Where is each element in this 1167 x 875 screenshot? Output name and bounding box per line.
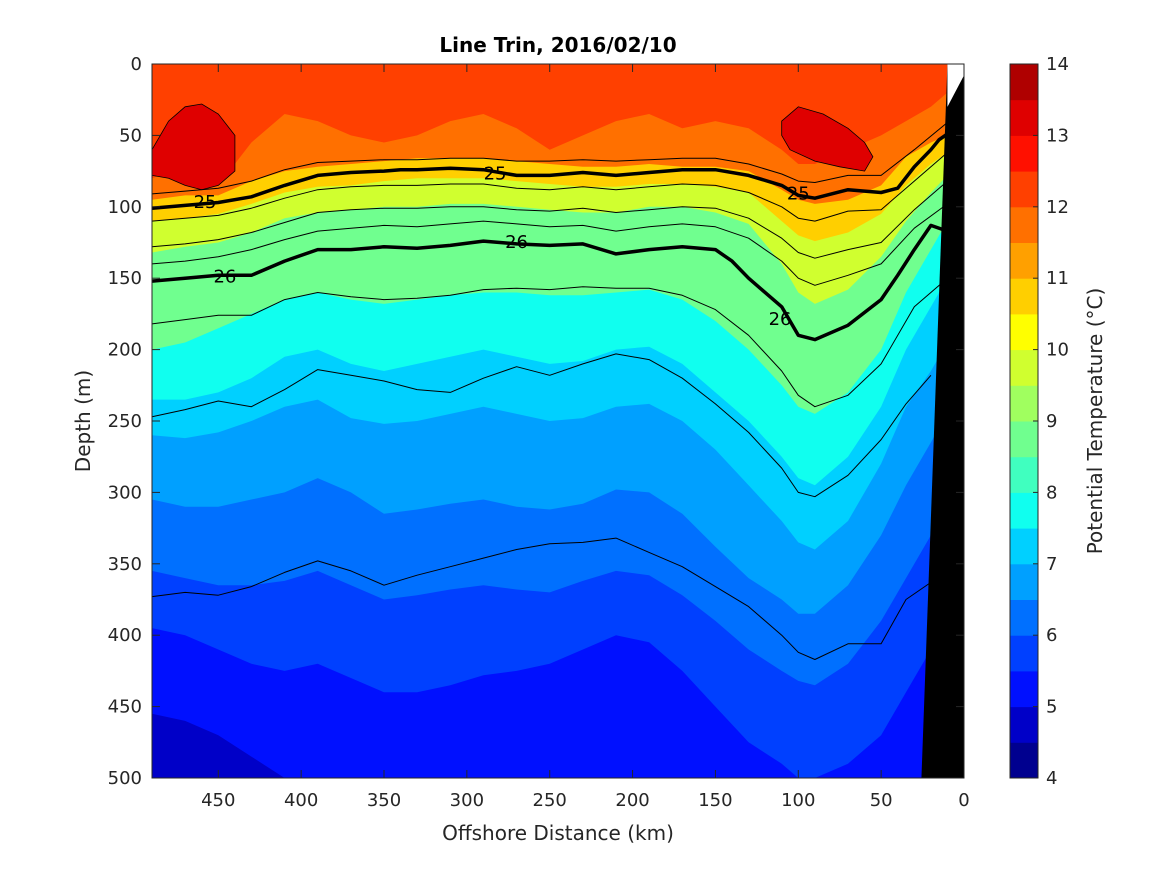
- contour-label: 26: [505, 232, 528, 253]
- colorbar-swatch: [1010, 742, 1038, 779]
- plot-area: 25 25 25 26 26 26: [152, 64, 964, 778]
- sigma-contour-thin-2: [152, 122, 948, 195]
- bold-density-contours: [152, 132, 949, 342]
- y-tick-label: 500: [108, 768, 142, 789]
- x-tick-label: 250: [533, 790, 567, 811]
- colorbar-tick-label: 5: [1046, 697, 1057, 718]
- colorbar-tick-label: 6: [1046, 625, 1057, 646]
- y-tick-label: 150: [108, 268, 142, 289]
- colorbar-swatch: [1010, 313, 1038, 351]
- y-tick-label: 250: [108, 411, 142, 432]
- colorbar-swatch: [1010, 563, 1038, 600]
- colorbar-label: Potential Temperature (°C): [1083, 288, 1107, 555]
- colorbar-tick-label: 13: [1046, 125, 1069, 146]
- y-tick-label: 100: [108, 197, 142, 218]
- sigma-contour-thin-6: [152, 277, 948, 408]
- colorbar-swatch: [1010, 706, 1038, 743]
- sigma-contour-thin-4: [152, 180, 948, 259]
- y-axis-ticks: 0 50 100 150 200 250 300 350 400 450 500: [108, 54, 964, 789]
- colorbar-tick-label: 10: [1046, 340, 1069, 361]
- x-tick-label: 150: [698, 790, 732, 811]
- x-tick-label: 100: [781, 790, 815, 811]
- y-tick-label: 200: [108, 340, 142, 361]
- colorbar-swatch: [1010, 135, 1038, 172]
- y-tick-label: 0: [131, 54, 142, 75]
- colorbar-swatch: [1010, 99, 1038, 136]
- contour-label: 25: [787, 184, 810, 205]
- band-fill-below-5-5: [152, 620, 964, 778]
- colorbar-swatch: [1010, 64, 1038, 101]
- colorbar-swatch: [1010, 242, 1038, 279]
- colorbar-swatch: [1010, 349, 1038, 386]
- x-tick-label: 50: [870, 790, 893, 811]
- colorbar-tick-label: 8: [1046, 482, 1057, 503]
- x-tick-label: 300: [450, 790, 484, 811]
- contour-label: 25: [194, 192, 217, 213]
- warm-core-2: [781, 106, 874, 172]
- sigma-contour-thin-8: [152, 537, 932, 660]
- x-tick-label: 450: [201, 790, 235, 811]
- chart-title: Line Trin, 2016/02/10: [439, 33, 676, 57]
- y-tick-label: 400: [108, 625, 142, 646]
- colorbar-swatch: [1010, 670, 1038, 708]
- sigma-contour-25: [152, 132, 949, 210]
- colorbar-tick-label: 14: [1046, 54, 1069, 75]
- x-axis-label: Offshore Distance (km): [442, 821, 674, 845]
- colorbar-swatch: [1010, 528, 1038, 565]
- sigma-contour-26: [152, 223, 948, 342]
- colorbar-swatch: [1010, 635, 1038, 672]
- thin-density-contours: [152, 122, 948, 660]
- y-tick-label: 300: [108, 482, 142, 503]
- temperature-fill-layer: [152, 64, 964, 778]
- contour-labels: 25 25 25 26 26 26: [194, 164, 810, 331]
- colorbar-swatch: [1010, 206, 1038, 243]
- colorbar-swatch: [1010, 171, 1038, 208]
- warm-core-layer: [152, 103, 874, 191]
- bathymetry-wedge: [921, 64, 964, 778]
- colorbar-tick-label: 12: [1046, 197, 1069, 218]
- y-axis-label: Depth (m): [71, 370, 95, 472]
- contour-label: 26: [213, 266, 236, 287]
- x-tick-label: 400: [284, 790, 318, 811]
- sigma-contour-thin-7: [152, 353, 932, 498]
- band-fill-below-5: [152, 713, 285, 778]
- contour-label: 26: [769, 309, 792, 330]
- colorbar-ticks: 4 5 6 7 8 9 10 11 12 13 14: [1033, 54, 1069, 789]
- colorbar-tick-label: 11: [1046, 268, 1069, 289]
- y-tick-label: 350: [108, 554, 142, 575]
- colorbar-swatch: [1010, 456, 1038, 493]
- bathymetry-tip: [947, 64, 964, 107]
- y-tick-label: 50: [119, 125, 142, 146]
- colorbar-swatch: [1010, 599, 1038, 636]
- x-tick-label: 0: [958, 790, 969, 811]
- colorbar-swatch: [1010, 385, 1038, 422]
- colorbar-tick-label: 4: [1046, 768, 1057, 789]
- colorbar: [1010, 64, 1038, 779]
- warm-core-1: [152, 103, 236, 191]
- colorbar-swatch: [1010, 492, 1038, 529]
- colorbar-swatch: [1010, 278, 1038, 315]
- y-tick-label: 450: [108, 697, 142, 718]
- contour-label: 25: [484, 164, 507, 185]
- colorbar-tick-label: 7: [1046, 554, 1057, 575]
- bathymetry-mask: [921, 64, 964, 778]
- colorbar-swatch: [1010, 421, 1038, 458]
- colorbar-tick-label: 9: [1046, 411, 1057, 432]
- sigma-contour-thin-3: [152, 152, 948, 222]
- x-axis-ticks: 450 400 350 300 250 200 150 100 50 0: [201, 64, 970, 811]
- x-tick-label: 350: [367, 790, 401, 811]
- x-tick-label: 200: [615, 790, 649, 811]
- sigma-contour-thin-5: [152, 203, 948, 286]
